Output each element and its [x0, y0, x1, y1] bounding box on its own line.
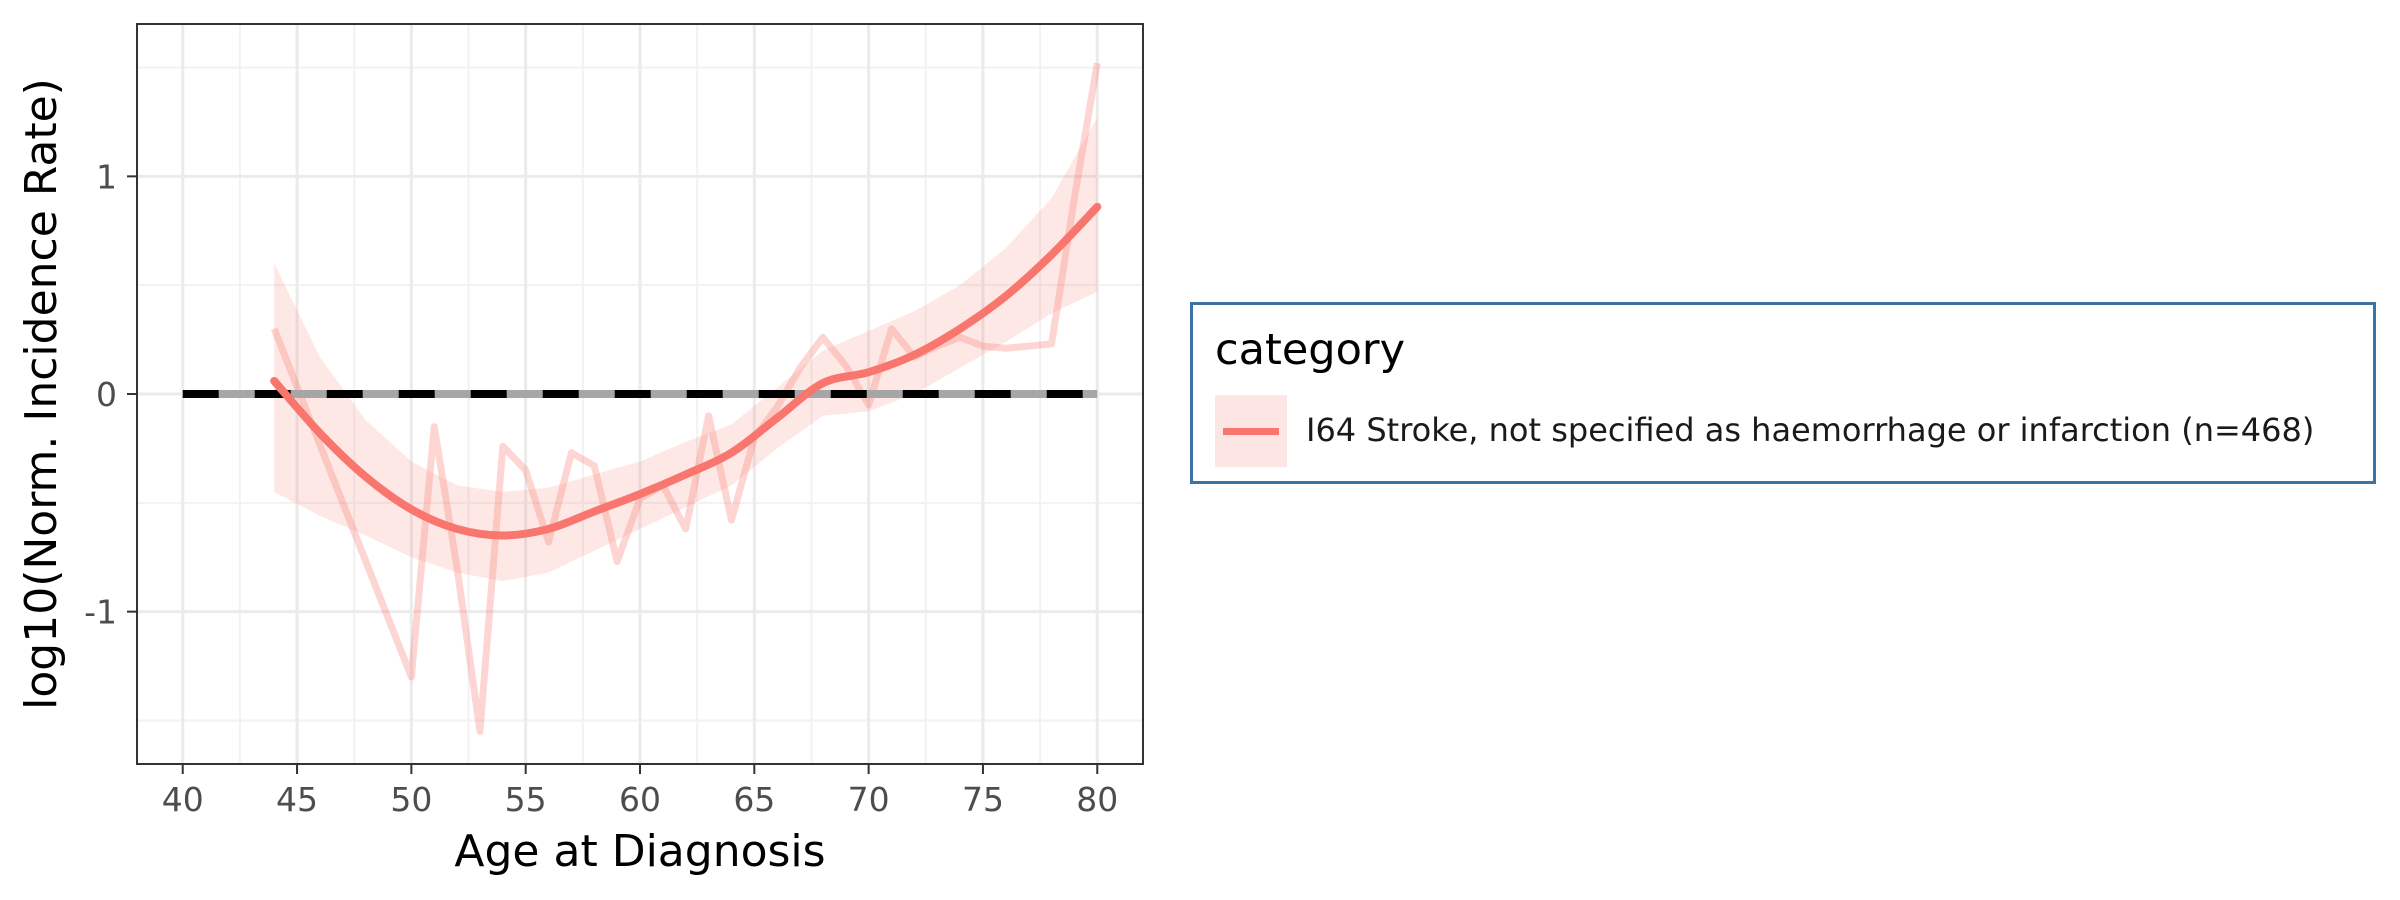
raw-line-layer	[270, 62, 1101, 735]
y-tick-label: 1	[96, 157, 117, 196]
x-axis: 40 45 50 55 60 65 70 75 80	[162, 764, 1118, 819]
x-axis-title: Age at Diagnosis	[454, 826, 825, 877]
x-tick-label: 65	[733, 780, 775, 819]
x-tick-label: 80	[1076, 780, 1118, 819]
legend-key-line	[1223, 428, 1279, 435]
smooth-series-line	[270, 202, 1102, 540]
x-tick-label: 45	[276, 780, 318, 819]
legend-entry-label: I64 Stroke, not specified as haemorrhage…	[1306, 411, 2315, 449]
y-tick-label: 0	[96, 375, 117, 414]
y-axis-title: log10(Norm. Incidence Rate)	[16, 78, 67, 710]
smooth-line-layer	[270, 202, 1102, 540]
legend-key	[1215, 395, 1287, 467]
y-axis: 1 0 -1	[84, 157, 137, 632]
legend: category I64 Stroke, not specified as ha…	[1190, 302, 2376, 484]
x-tick-label: 60	[619, 780, 661, 819]
x-tick-label: 75	[962, 780, 1004, 819]
y-tick-label: -1	[84, 593, 117, 632]
x-tick-label: 50	[390, 780, 432, 819]
x-tick-label: 40	[162, 780, 204, 819]
x-tick-label: 70	[848, 780, 890, 819]
x-tick-label: 55	[505, 780, 547, 819]
legend-title: category	[1215, 325, 1406, 375]
raw-series-line	[270, 62, 1101, 735]
